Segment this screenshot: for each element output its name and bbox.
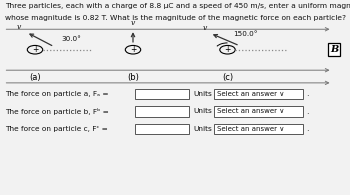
Text: Units: Units — [193, 126, 212, 132]
FancyBboxPatch shape — [135, 124, 189, 134]
Text: Units: Units — [193, 91, 212, 97]
Text: +: + — [130, 45, 136, 54]
FancyBboxPatch shape — [135, 106, 189, 117]
FancyBboxPatch shape — [214, 124, 303, 134]
FancyBboxPatch shape — [214, 89, 303, 99]
Text: Units: Units — [193, 108, 212, 114]
Text: B: B — [330, 45, 338, 54]
Text: whose magnitude is 0.82 T. What is the magnitude of the magnetic force on each p: whose magnitude is 0.82 T. What is the m… — [5, 15, 346, 21]
Text: The force on particle a, Fₐ =: The force on particle a, Fₐ = — [5, 91, 109, 97]
Text: 150.0°: 150.0° — [233, 31, 257, 37]
Text: (a): (a) — [29, 73, 41, 82]
Text: Select an answer ∨: Select an answer ∨ — [217, 108, 284, 114]
FancyBboxPatch shape — [214, 106, 303, 117]
Text: (b): (b) — [127, 73, 139, 82]
Text: Select an answer ∨: Select an answer ∨ — [217, 91, 284, 97]
Text: Three particles, each with a charge of 8.8 μC and a speed of 450 m/s, enter a un: Three particles, each with a charge of 8… — [5, 3, 350, 9]
Text: The force on particle c, Fᶜ =: The force on particle c, Fᶜ = — [5, 126, 108, 132]
Text: .: . — [306, 89, 309, 98]
FancyBboxPatch shape — [135, 89, 189, 99]
Text: v: v — [203, 24, 207, 32]
Text: (c): (c) — [222, 73, 233, 82]
Text: +: + — [224, 45, 231, 54]
Text: v: v — [131, 19, 135, 27]
Text: Select an answer ∨: Select an answer ∨ — [217, 126, 284, 132]
Text: 30.0°: 30.0° — [61, 36, 81, 42]
Text: The force on particle b, Fᵇ =: The force on particle b, Fᵇ = — [5, 108, 109, 115]
Text: .: . — [306, 107, 309, 116]
Text: +: + — [32, 45, 38, 54]
Text: .: . — [306, 124, 309, 133]
Text: v: v — [17, 23, 21, 31]
